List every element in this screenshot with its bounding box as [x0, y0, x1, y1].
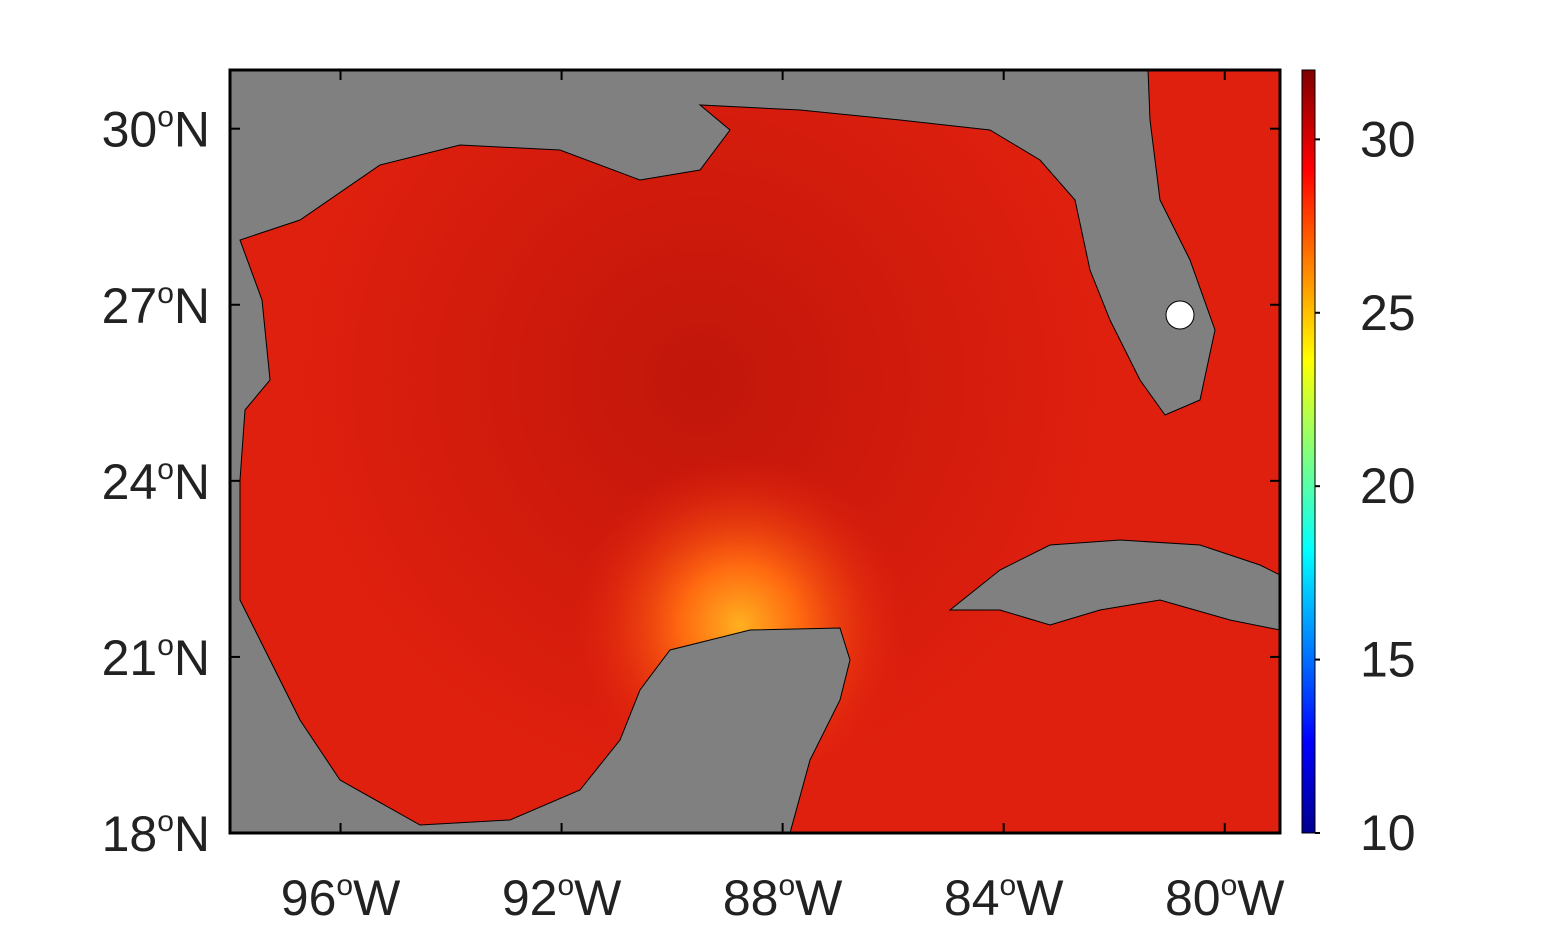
tick-label: 84oW — [944, 869, 1064, 926]
tick-number: 21 — [102, 630, 158, 686]
tick-number: 24 — [102, 454, 158, 510]
degree-mark: o — [336, 869, 353, 902]
hemisphere: W — [1237, 870, 1285, 926]
degree-mark: o — [157, 101, 174, 134]
colorbar-label: 20 — [1360, 458, 1416, 514]
tick-number: 27 — [102, 278, 158, 334]
hemisphere: W — [795, 870, 843, 926]
colorbar — [1301, 69, 1316, 834]
degree-mark: o — [157, 277, 174, 310]
tick-label: 92oW — [502, 869, 622, 926]
colorbar-label: 10 — [1360, 805, 1416, 861]
hemisphere: W — [1016, 870, 1064, 926]
tick-number: 96 — [281, 870, 337, 926]
cuba — [948, 539, 1280, 631]
map-frame — [228, 68, 1282, 835]
tick-label: 96oW — [281, 869, 401, 926]
sst-field — [230, 70, 1280, 833]
tick-number: 80 — [1165, 870, 1221, 926]
tick-number: 88 — [723, 870, 779, 926]
hemisphere: N — [174, 806, 210, 862]
hemisphere: N — [174, 102, 210, 158]
degree-mark: o — [157, 453, 174, 486]
hemisphere: W — [574, 870, 622, 926]
tick-number: 84 — [944, 870, 1000, 926]
degree-mark: o — [157, 805, 174, 838]
degree-mark: o — [157, 629, 174, 662]
colorbar-label: 25 — [1360, 285, 1416, 341]
hemisphere: W — [353, 870, 401, 926]
colorbar-label: 15 — [1360, 632, 1416, 688]
tick-label: 24oN — [102, 453, 210, 510]
tick-number: 18 — [102, 806, 158, 862]
degree-mark: o — [1000, 869, 1017, 902]
degree-mark: o — [1221, 869, 1238, 902]
tick-label: 27oN — [102, 277, 210, 334]
hemisphere: N — [174, 630, 210, 686]
tick-label: 88oW — [723, 869, 843, 926]
land — [230, 70, 1216, 833]
hemisphere: N — [174, 454, 210, 510]
tick-number: 92 — [502, 870, 558, 926]
tick-label: 30oN — [102, 101, 210, 158]
degree-mark: o — [778, 869, 795, 902]
colorbar-label: 30 — [1360, 111, 1416, 167]
tick-label: 18oN — [102, 805, 210, 862]
tick-number: 30 — [102, 102, 158, 158]
degree-mark: o — [557, 869, 574, 902]
tick-label: 21oN — [102, 629, 210, 686]
lake — [1165, 300, 1195, 330]
hemisphere: N — [174, 278, 210, 334]
tick-label: 80oW — [1165, 869, 1285, 926]
